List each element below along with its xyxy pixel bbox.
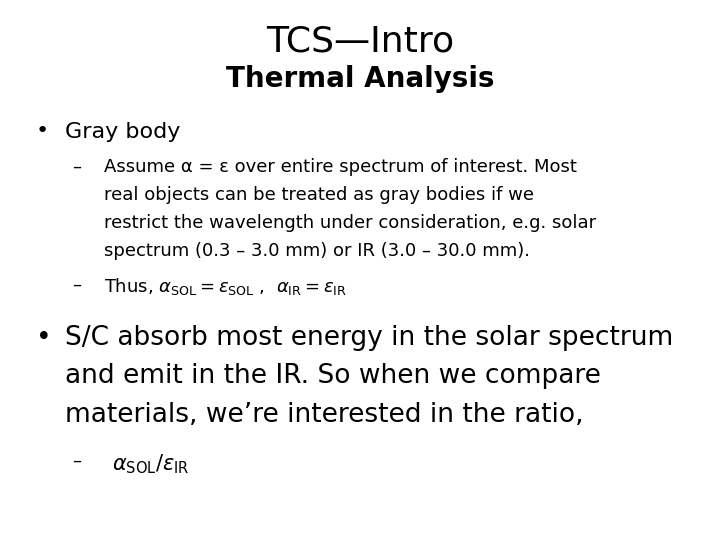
- Text: restrict the wavelength under consideration, e.g. solar: restrict the wavelength under considerat…: [104, 214, 597, 232]
- Text: and emit in the IR. So when we compare: and emit in the IR. So when we compare: [65, 363, 600, 389]
- Text: –: –: [72, 452, 81, 470]
- Text: S/C absorb most energy in the solar spectrum: S/C absorb most energy in the solar spec…: [65, 325, 673, 350]
- Text: spectrum (0.3 – 3.0 mm) or IR (3.0 – 30.0 mm).: spectrum (0.3 – 3.0 mm) or IR (3.0 – 30.…: [104, 242, 531, 260]
- Text: materials, we’re interested in the ratio,: materials, we’re interested in the ratio…: [65, 402, 583, 428]
- Text: –: –: [72, 158, 81, 176]
- Text: –: –: [72, 276, 81, 294]
- Text: Assume α = ε over entire spectrum of interest. Most: Assume α = ε over entire spectrum of int…: [104, 158, 577, 176]
- Text: real objects can be treated as gray bodies if we: real objects can be treated as gray bodi…: [104, 186, 534, 204]
- Text: Thus, $\alpha_\mathregular{SOL} = \varepsilon_\mathregular{SOL}$ ,  $\alpha_\mat: Thus, $\alpha_\mathregular{SOL} = \varep…: [104, 276, 347, 297]
- Text: •: •: [36, 325, 52, 350]
- Text: •: •: [36, 122, 49, 141]
- Text: Gray body: Gray body: [65, 122, 180, 141]
- Text: $\alpha_\mathregular{SOL}$/$\varepsilon_\mathregular{IR}$: $\alpha_\mathregular{SOL}$/$\varepsilon_…: [112, 452, 189, 476]
- Text: TCS—Intro: TCS—Intro: [266, 24, 454, 58]
- Text: Thermal Analysis: Thermal Analysis: [226, 65, 494, 93]
